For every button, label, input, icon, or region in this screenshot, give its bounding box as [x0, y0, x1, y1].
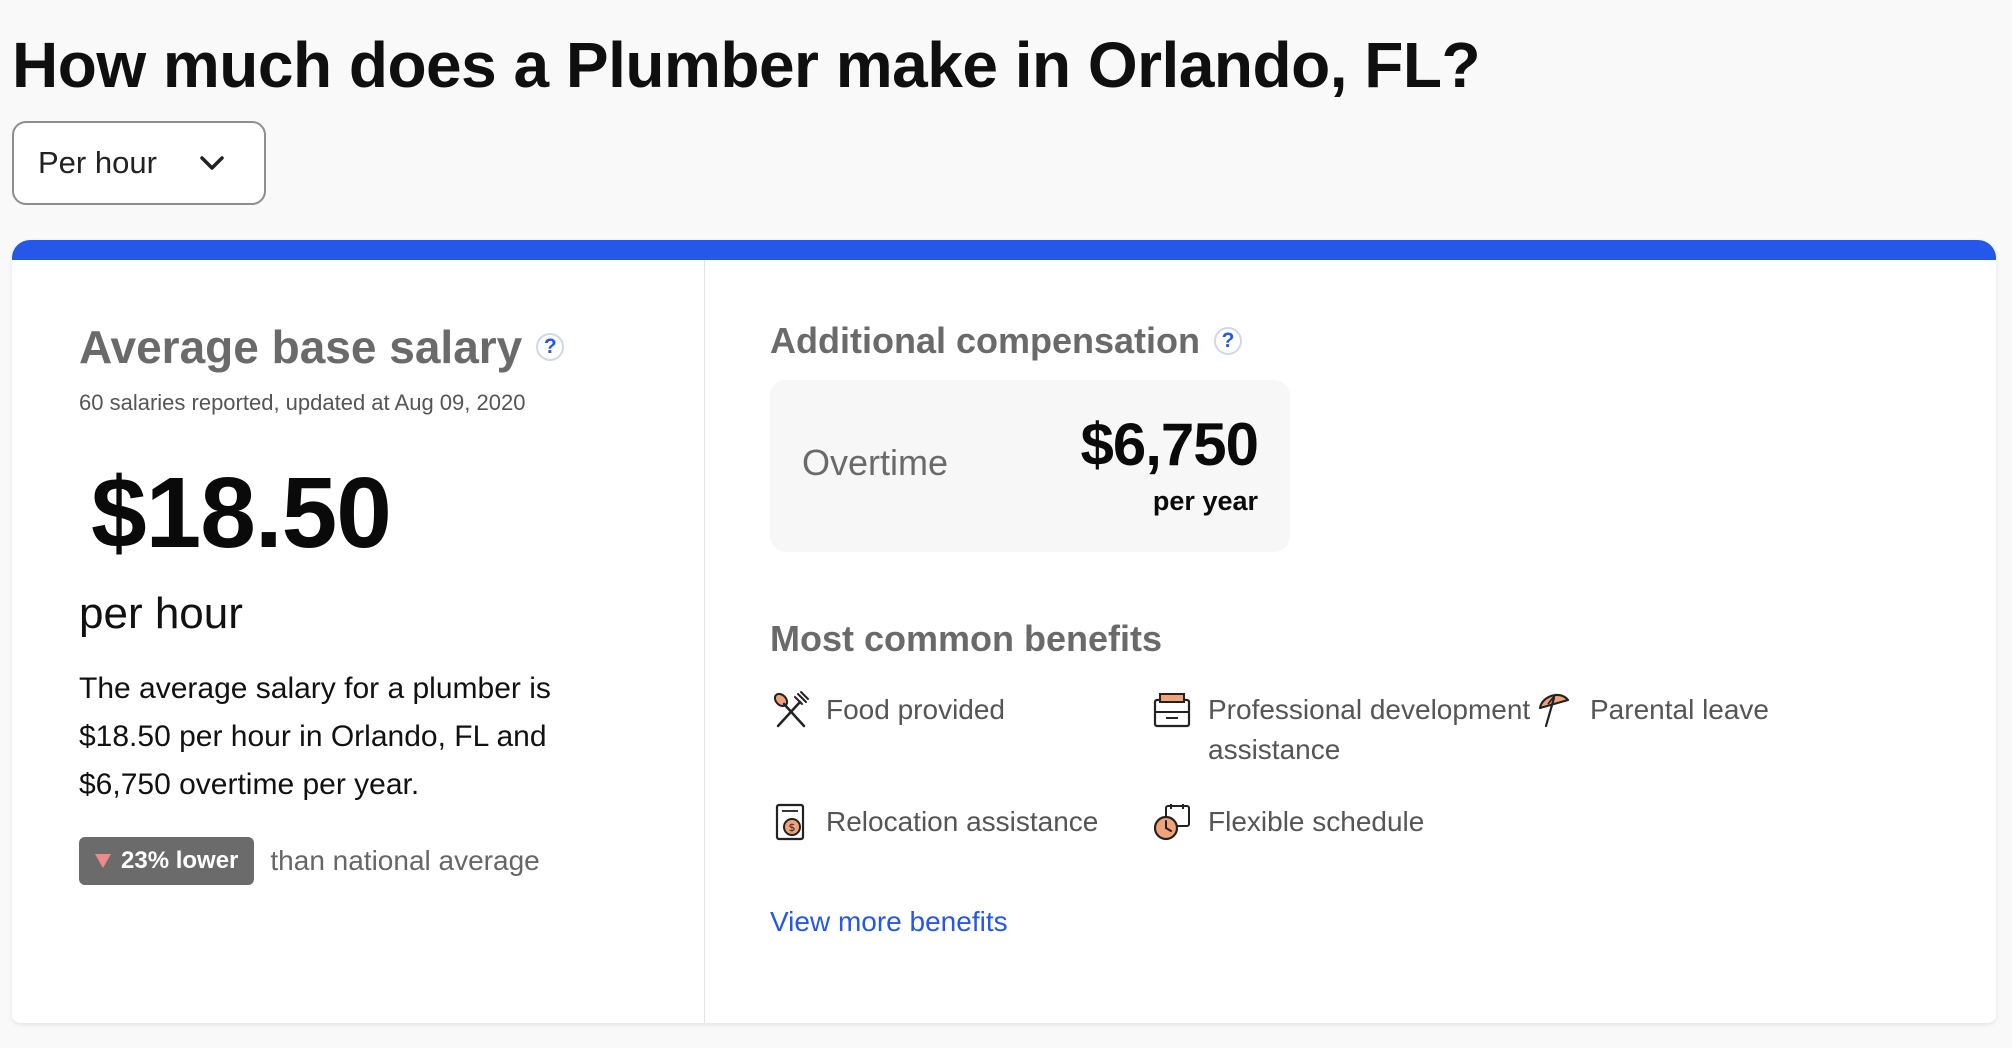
comparison-text: than national average [270, 845, 540, 876]
briefcase-icon [1153, 693, 1191, 728]
overtime-compensation: Overtime $6,750 per year [770, 380, 1290, 552]
salary-unit: per hour [79, 589, 243, 638]
base-salary-heading-text: Average base salary [79, 321, 523, 373]
benefit-label: Flexible schedule [1208, 806, 1425, 837]
benefit-label: Food provided [826, 694, 1006, 725]
comparison-badge-text: 23% lower [121, 847, 239, 874]
benefit-food-provided: Food provided [770, 690, 1005, 730]
overtime-label: Overtime [802, 442, 949, 483]
card-divider [704, 260, 705, 1023]
national-comparison: 23% lower than national average [79, 837, 679, 885]
pay-period-selected: Per hour [38, 145, 157, 180]
umbrella-icon [1538, 693, 1570, 728]
compensation-benefits-section: Additional compensation ? Overtime $6,75… [770, 320, 1970, 938]
food-icon [773, 691, 809, 728]
benefit-professional-development: Professional development assistance [1152, 690, 1538, 770]
svg-text:$: $ [789, 821, 796, 834]
benefits-list: Food provided Professional development a… [770, 690, 1970, 880]
card-accent-bar [12, 240, 1996, 260]
comparison-badge: 23% lower [79, 837, 255, 885]
benefit-label: Relocation assistance [826, 806, 1099, 837]
base-salary-heading: Average base salary ? [79, 320, 679, 374]
benefits-heading: Most common benefits [770, 618, 1163, 659]
chevron-down-icon [200, 156, 224, 170]
help-icon[interactable]: ? [536, 333, 565, 361]
base-salary-section: Average base salary ? 60 salaries report… [79, 320, 679, 885]
salary-report-meta: 60 salaries reported, updated at Aug 09,… [79, 390, 526, 415]
overtime-value: $6,750 [1080, 411, 1259, 478]
page-title: How much does a Plumber make in Orlando,… [12, 29, 1481, 101]
arrow-down-icon [95, 854, 111, 868]
benefit-label: Professional development assistance [1208, 694, 1531, 765]
benefit-parental-leave: Parental leave [1534, 690, 1769, 730]
pay-period-dropdown[interactable]: Per hour [12, 121, 266, 205]
view-more-benefits-link[interactable]: View more benefits [770, 906, 1008, 937]
help-icon[interactable]: ? [1214, 327, 1243, 355]
flexible-schedule-icon [1153, 804, 1190, 841]
additional-compensation-heading: Additional compensation ? [770, 320, 1970, 362]
overtime-unit: per year [1152, 486, 1258, 516]
benefit-label: Parental leave [1590, 694, 1770, 725]
salary-card: Average base salary ? 60 salaries report… [12, 240, 1996, 1023]
relocation-document-icon: $ [775, 803, 805, 841]
benefit-flexible-schedule: Flexible schedule [1152, 802, 1424, 842]
average-salary-amount: $18.50 [91, 457, 392, 569]
benefit-relocation-assistance: $ Relocation assistance [770, 802, 1098, 842]
salary-summary: The average salary for a plumber is $18.… [79, 672, 551, 801]
additional-compensation-heading-text: Additional compensation [770, 320, 1201, 361]
